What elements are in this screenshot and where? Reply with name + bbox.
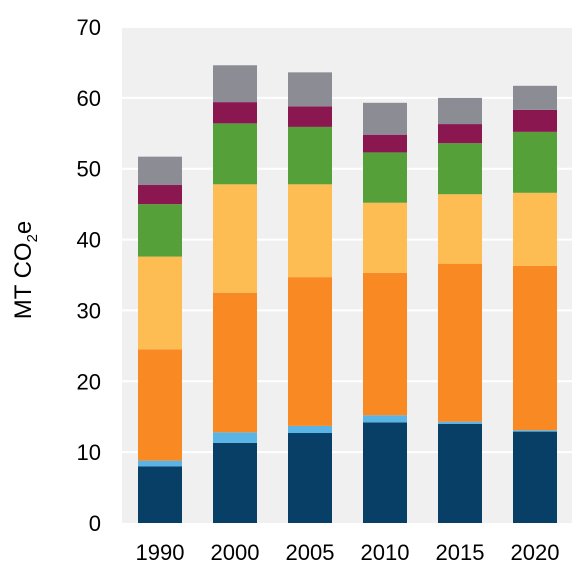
bar-segment-2005-s6 — [288, 106, 332, 127]
y-tick-label: 20 — [77, 369, 101, 394]
bar-segment-2020-s1 — [513, 431, 557, 523]
bar-segment-2010-s2 — [363, 415, 407, 423]
bar-segment-1990-s3 — [138, 349, 182, 461]
bar-segment-2015-s3 — [438, 263, 482, 422]
y-tick-label: 50 — [77, 157, 101, 182]
y-axis-label-subscript: 2 — [24, 234, 41, 242]
y-tick-label: 60 — [77, 86, 101, 111]
bar-segment-2005-s4 — [288, 184, 332, 278]
bar-segment-2005-s7 — [288, 72, 332, 107]
bar-segment-2000-s7 — [213, 65, 257, 103]
y-axis-ticks: 0 10 20 30 40 50 60 70 — [77, 15, 101, 536]
bar-segment-2000-s3 — [213, 292, 257, 433]
x-tick-label-1990: 1990 — [136, 540, 185, 565]
y-axis-label-suffix: e — [10, 221, 37, 234]
bar-segment-2015-s1 — [438, 423, 482, 523]
bar-segment-2015-s7 — [438, 97, 482, 125]
bar-segment-2000-s4 — [213, 184, 257, 293]
x-tick-label-2000: 2000 — [211, 540, 260, 565]
y-tick-label: 0 — [89, 511, 101, 536]
bar-segment-2010-s5 — [363, 152, 407, 203]
bar-segment-1990-s1 — [138, 466, 182, 523]
y-tick-label: 40 — [77, 228, 101, 253]
bar-segment-1990-s2 — [138, 460, 182, 467]
x-axis-ticks: 1990 2000 2005 2010 2015 2020 — [136, 540, 560, 565]
y-tick-label: 10 — [77, 440, 101, 465]
bar-segment-2010-s3 — [363, 272, 407, 416]
bar-segment-2010-s6 — [363, 134, 407, 153]
x-tick-label-2020: 2020 — [511, 540, 560, 565]
y-tick-label: 70 — [77, 15, 101, 40]
bar-segment-2015-s4 — [438, 194, 482, 264]
bar-segment-2005-s2 — [288, 425, 332, 434]
gridlines — [122, 26, 572, 454]
bar-segment-2000-s6 — [213, 102, 257, 124]
bar-segment-2020-s6 — [513, 109, 557, 132]
x-tick-label-2010: 2010 — [361, 540, 410, 565]
x-tick-label-2005: 2005 — [286, 540, 335, 565]
bar-segment-2000-s2 — [213, 432, 257, 443]
bar-segment-2020-s7 — [513, 85, 557, 110]
y-tick-label: 30 — [77, 298, 101, 323]
bar-segment-2010-s4 — [363, 202, 407, 273]
bar-segment-1990-s7 — [138, 156, 182, 186]
bar-segment-2020-s3 — [513, 265, 557, 431]
bar-segment-2020-s5 — [513, 131, 557, 193]
bar-segment-2005-s5 — [288, 126, 332, 185]
y-axis-label-main: MT CO — [10, 242, 37, 319]
y-axis-label: MT CO2e — [10, 221, 41, 320]
bar-segment-2015-s2 — [438, 421, 482, 424]
bar-segment-2005-s3 — [288, 277, 332, 426]
bar-segment-2005-s1 — [288, 433, 332, 523]
bar-segment-2015-s5 — [438, 143, 482, 195]
bar-segment-2010-s7 — [363, 102, 407, 135]
bar-segment-1990-s6 — [138, 185, 182, 205]
x-tick-label-2015: 2015 — [436, 540, 485, 565]
bar-segment-2000-s5 — [213, 123, 257, 185]
bars — [138, 65, 557, 523]
bar-segment-2010-s1 — [363, 422, 407, 523]
bar-segment-2020-s2 — [513, 430, 557, 432]
bar-segment-2015-s6 — [438, 124, 482, 144]
bar-segment-1990-s5 — [138, 204, 182, 257]
bar-segment-1990-s4 — [138, 256, 182, 350]
bar-segment-2000-s1 — [213, 442, 257, 523]
bar-segment-2020-s4 — [513, 192, 557, 266]
plot-area — [122, 27, 572, 523]
